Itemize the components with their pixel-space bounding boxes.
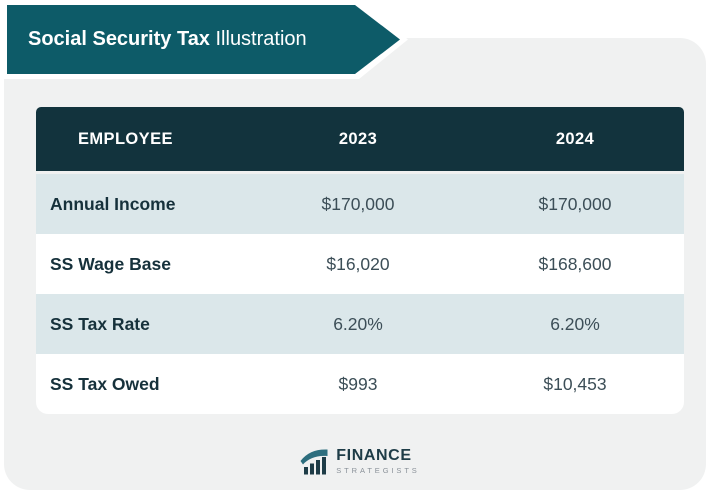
table-row-annual-income: Annual Income $170,000 $170,000 [36,174,684,234]
value-2023: $170,000 [321,193,395,214]
brand-name-secondary: STRATEGISTS [336,465,420,475]
page-title-regular: Illustration [209,28,307,50]
row-label: SS Tax Rate [50,313,150,334]
row-label: SS Wage Base [50,253,171,274]
value-2024: $168,600 [538,253,612,274]
column-header-employee: EMPLOYEE [78,129,173,148]
finance-strategists-logo: FINANCE STRATEGISTS [0,442,720,480]
row-label: Annual Income [50,193,176,214]
table-row-ss-wage-base: SS Wage Base $16,020 $168,600 [36,234,684,294]
row-label: SS Tax Owed [50,373,160,394]
value-2023: $993 [338,373,378,394]
page-title: Social Security Tax Illustration [28,28,307,51]
column-header-2024: 2024 [555,129,595,148]
value-2023: $16,020 [326,253,390,274]
brand-text: FINANCE STRATEGISTS [336,448,419,474]
page-title-bold: Social Security Tax [28,28,210,50]
value-2024: $170,000 [538,193,612,214]
bar-chart-growth-icon [300,449,328,475]
table-row-ss-tax-owed: SS Tax Owed $993 $10,453 [36,354,684,414]
value-2024: 6.20% [550,313,600,334]
value-2023: 6.20% [333,313,383,334]
brand-name-primary: FINANCE [336,447,412,464]
ss-tax-table: EMPLOYEE 2023 2024 Annual Income $170,00… [36,107,684,414]
value-2024: $10,453 [543,373,607,394]
column-header-2023: 2023 [338,129,378,148]
title-ribbon: Social Security Tax Illustration [0,0,408,79]
table-header-row: EMPLOYEE 2023 2024 [36,107,684,171]
table-row-ss-tax-rate: SS Tax Rate 6.20% 6.20% [36,294,684,354]
title-ribbon-fill: Social Security Tax Illustration [7,5,400,74]
